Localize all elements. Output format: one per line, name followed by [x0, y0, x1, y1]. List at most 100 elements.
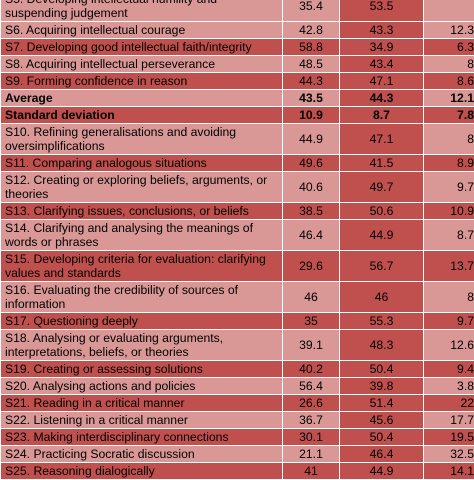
row-label: S7. Developing good intellectual faith/i…	[1, 39, 283, 56]
table-row: S5. Developing intellectual humility and…	[1, 0, 474, 22]
row-label: S6. Acquiring intellectual courage	[1, 22, 283, 39]
value-col-1: 46.4	[283, 220, 340, 251]
value-col-1: 44.3	[283, 73, 340, 90]
value-col-2: 43.4	[340, 56, 424, 73]
value-col-3: 8.6	[424, 73, 474, 90]
value-col-3: 32.5	[424, 446, 474, 463]
value-col-3: 7.8	[424, 107, 474, 124]
value-col-2: 43.3	[340, 22, 424, 39]
value-col-2: 34.9	[340, 39, 424, 56]
value-col-1: 29.6	[283, 251, 340, 282]
value-col-1: 40.2	[283, 361, 340, 378]
value-col-2: 51.4	[340, 395, 424, 412]
value-col-3: 22	[424, 395, 474, 412]
value-col-2: 56.7	[340, 251, 424, 282]
row-label: S20. Analysing actions and policies	[1, 378, 283, 395]
value-col-3: 8	[424, 124, 474, 155]
value-col-1: 21.1	[283, 446, 340, 463]
value-col-1: 35.4	[283, 0, 340, 22]
value-col-1: 46	[283, 282, 340, 313]
value-col-3: 17.7	[424, 412, 474, 429]
row-label: S24. Practicing Socratic discussion	[1, 446, 283, 463]
value-col-1: 30.1	[283, 429, 340, 446]
table-row: S15. Developing criteria for evaluation:…	[1, 251, 474, 282]
row-label: S23. Making interdisciplinary connection…	[1, 429, 283, 446]
value-col-3: 12.1	[424, 90, 474, 107]
value-col-2: 47.1	[340, 124, 424, 155]
table-row: S16. Evaluating the credibility of sourc…	[1, 282, 474, 313]
row-label: S5. Developing intellectual humility and…	[1, 0, 283, 22]
value-col-1: 40.6	[283, 172, 340, 203]
value-col-1: 43.5	[283, 90, 340, 107]
value-col-3: 9.4	[424, 361, 474, 378]
row-label: S22. Listening in a critical manner	[1, 412, 283, 429]
value-col-3	[424, 0, 474, 22]
row-label: S19. Creating or assessing solutions	[1, 361, 283, 378]
value-col-3: 3.8	[424, 378, 474, 395]
value-col-2: 44.9	[340, 463, 424, 480]
value-col-3: 6.3	[424, 39, 474, 56]
table-row: S10. Refining generalisations and avoidi…	[1, 124, 474, 155]
value-col-2: 46	[340, 282, 424, 313]
value-col-2: 45.6	[340, 412, 424, 429]
table-row: S12. Creating or exploring beliefs, argu…	[1, 172, 474, 203]
row-label: S12. Creating or exploring beliefs, argu…	[1, 172, 283, 203]
row-label: Average	[1, 90, 283, 107]
value-col-3: 10.9	[424, 203, 474, 220]
value-col-1: 10.9	[283, 107, 340, 124]
row-label: S13. Clarifying issues, conclusions, or …	[1, 203, 283, 220]
value-col-2: 50.4	[340, 429, 424, 446]
row-label: S8. Acquiring intellectual perseverance	[1, 56, 283, 73]
row-label: S10. Refining generalisations and avoidi…	[1, 124, 283, 155]
value-col-1: 39.1	[283, 330, 340, 361]
table-row: S13. Clarifying issues, conclusions, or …	[1, 203, 474, 220]
value-col-3: 8	[424, 282, 474, 313]
value-col-3: 9.7	[424, 172, 474, 203]
row-label: S16. Evaluating the credibility of sourc…	[1, 282, 283, 313]
value-col-3: 14.1	[424, 463, 474, 480]
value-col-3: 12.6	[424, 330, 474, 361]
table-row: S14. Clarifying and analysing the meanin…	[1, 220, 474, 251]
value-col-3: 12.3	[424, 22, 474, 39]
value-col-3: 8.7	[424, 220, 474, 251]
value-col-2: 50.6	[340, 203, 424, 220]
value-col-3: 13.7	[424, 251, 474, 282]
value-col-3: 8	[424, 56, 474, 73]
value-col-1: 49.6	[283, 155, 340, 172]
value-col-1: 48.5	[283, 56, 340, 73]
value-col-3: 19.5	[424, 429, 474, 446]
value-col-2: 44.9	[340, 220, 424, 251]
value-col-1: 36.7	[283, 412, 340, 429]
value-col-2: 44.3	[340, 90, 424, 107]
value-col-2: 48.3	[340, 330, 424, 361]
row-label: S9. Forming confidence in reason	[1, 73, 283, 90]
row-label: S17. Questioning deeply	[1, 313, 283, 330]
row-label: S21. Reading in a critical manner	[1, 395, 283, 412]
value-col-1: 42.8	[283, 22, 340, 39]
value-col-2: 49.7	[340, 172, 424, 203]
value-col-2: 8.7	[340, 107, 424, 124]
value-col-1: 44.9	[283, 124, 340, 155]
row-label: S11. Comparing analogous situations	[1, 155, 283, 172]
row-label: S18. Analysing or evaluating arguments, …	[1, 330, 283, 361]
value-col-2: 50.4	[340, 361, 424, 378]
value-col-1: 35	[283, 313, 340, 330]
value-col-1: 26.6	[283, 395, 340, 412]
value-col-1: 41	[283, 463, 340, 480]
value-col-1: 38.5	[283, 203, 340, 220]
value-col-1: 56.4	[283, 378, 340, 395]
